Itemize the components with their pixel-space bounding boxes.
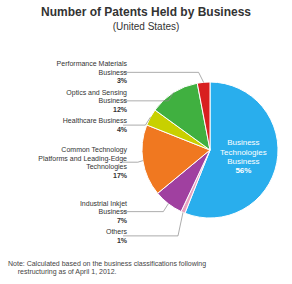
slice-label-line: Business (99, 208, 128, 215)
slice-label: Industrial InkjetBusiness (80, 200, 128, 216)
slice-label-line: Others (106, 228, 128, 235)
slice-label-line: Common Technology (61, 146, 127, 154)
leader-line (123, 117, 150, 125)
data-label: 12% (113, 106, 128, 113)
subtitle: (United States) (113, 21, 180, 32)
slice-label: Healthcare Business (63, 117, 128, 124)
slice-label-line: Technologies (220, 147, 267, 156)
slice-label-line: Business (99, 97, 128, 104)
slice-label-line: Optics and Sensing (66, 89, 127, 97)
data-label: 7% (117, 217, 128, 224)
slice-label-line: Platforms and Leading-Edge (38, 155, 127, 163)
data-label: 1% (117, 237, 128, 244)
data-label: 3% (117, 77, 128, 84)
chart: Number of Patents Held by Business (Unite… (0, 0, 292, 284)
labels: BusinessTechnologiesBusiness56%Performan… (38, 60, 266, 243)
slice-label: Performance Materials Business (57, 60, 128, 76)
slice-label-line: Business (99, 69, 128, 76)
slice-label-line: Business (227, 157, 259, 166)
data-label: 17% (113, 172, 128, 179)
slice-label: Others (106, 228, 128, 235)
leader-line (123, 93, 174, 101)
leader-line (123, 212, 183, 235)
slice-label-line: Business (227, 138, 259, 147)
slice-label-line: Performance Materials (57, 60, 128, 67)
slice-label-line: Healthcare Business (63, 117, 128, 124)
note-line: restructuring as of April 1, 2012. (8, 268, 117, 276)
slice-label: Common TechnologyPlatforms and Leading-E… (38, 146, 127, 171)
pie (142, 82, 278, 218)
slice (197, 82, 210, 150)
data-label: 4% (117, 126, 128, 133)
slice-label: BusinessTechnologiesBusiness (220, 138, 267, 166)
note: Note: Calculated based on the business c… (8, 260, 206, 276)
leader-line (123, 72, 204, 82)
slice-label-line: Technologies (86, 163, 127, 171)
data-label: 56% (235, 166, 251, 175)
slice-label-line: Industrial Inkjet (80, 200, 127, 208)
note-line: Note: Calculated based on the business c… (8, 260, 206, 268)
title: Number of Patents Held by Business (41, 5, 251, 19)
leader-line (123, 204, 168, 212)
slice-label: Optics and SensingBusiness (66, 89, 127, 105)
